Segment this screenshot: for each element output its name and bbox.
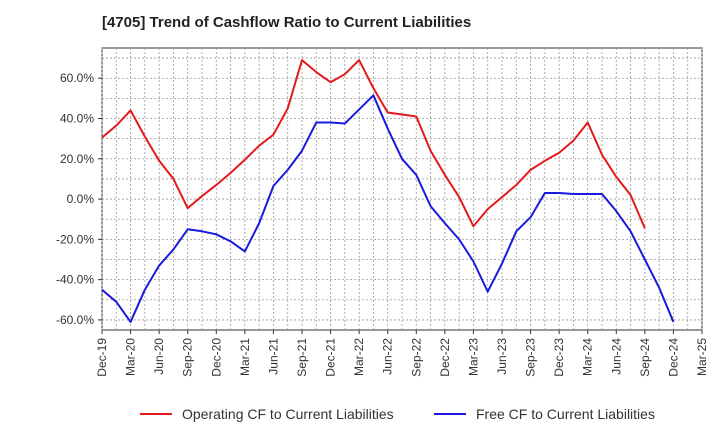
x-tick-label: Mar-25 [695,338,709,376]
series-line-operating-cf [101,59,646,229]
x-tick-label: Sep-22 [409,338,423,377]
x-tick-label: Dec-22 [438,338,452,377]
x-tick-label: Jun-20 [152,338,166,375]
x-tick-label: Mar-23 [466,338,480,376]
x-tick-label: Sep-20 [181,338,195,377]
x-tick-label: Mar-20 [124,338,138,376]
y-tick-label: 20.0% [60,152,94,166]
y-tick-label: 40.0% [60,112,94,126]
x-tick-label: Mar-21 [238,338,252,376]
legend-label-operating-cf: Operating CF to Current Liabilities [182,406,394,422]
x-axis-ticks: Dec-19 Mar-20 Jun-20 Sep-20 Dec-20 Mar-21 Jun-… [95,330,709,377]
x-tick-label: Dec-20 [209,338,223,377]
x-tick-label: Jun-24 [609,338,623,375]
y-tick-label: -20.0% [56,232,94,246]
y-tick-label: 0.0% [67,192,95,206]
x-tick-label: Sep-23 [524,338,538,377]
series-line-free-cf [101,94,675,323]
x-tick-label: Dec-24 [666,338,680,377]
x-tick-label: Sep-21 [295,338,309,377]
x-tick-label: Dec-21 [324,338,338,377]
legend-label-free-cf: Free CF to Current Liabilities [476,406,655,422]
legend: Operating CF to Current Liabilities Free … [140,406,655,422]
x-tick-label: Dec-19 [95,338,109,377]
y-axis-ticks: 60.0% 40.0% 20.0% 0.0% -20.0% -40.0% -60.0% [56,71,102,327]
x-tick-label: Mar-22 [352,338,366,376]
y-tick-label: -40.0% [56,273,94,287]
chart-title: [4705] Trend of Cashflow Ratio to Curren… [102,14,472,31]
x-tick-label: Jun-22 [381,338,395,375]
series-lines [101,59,675,323]
x-tick-label: Sep-24 [638,338,652,377]
x-tick-label: Jun-23 [495,338,509,375]
x-tick-label: Jun-21 [266,338,280,375]
y-tick-label: 60.0% [60,71,94,85]
x-tick-label: Dec-23 [552,338,566,377]
x-tick-label: Mar-24 [581,338,595,376]
y-tick-label: -60.0% [56,313,94,327]
